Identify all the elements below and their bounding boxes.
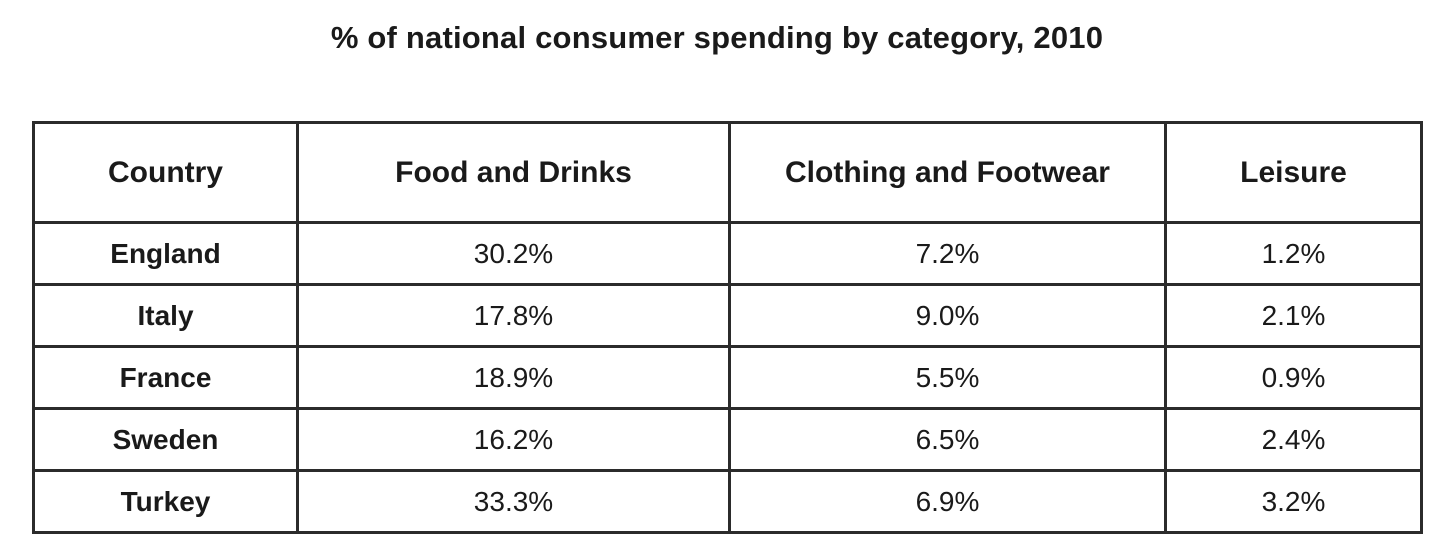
clothing-and-footwear-cell: 6.9% <box>728 469 1167 534</box>
food-and-drinks-cell: 33.3% <box>296 469 731 534</box>
country-cell: Turkey <box>32 469 299 534</box>
clothing-and-footwear-cell: 5.5% <box>728 345 1167 410</box>
table-row: Italy 17.8% 9.0% 2.1% <box>32 283 1423 348</box>
country-cell: Italy <box>32 283 299 348</box>
table-row: Turkey 33.3% 6.9% 3.2% <box>32 469 1423 534</box>
header-clothing-and-footwear: Clothing and Footwear <box>728 121 1167 224</box>
table-row: Sweden 16.2% 6.5% 2.4% <box>32 407 1423 472</box>
leisure-cell: 1.2% <box>1164 221 1423 286</box>
food-and-drinks-cell: 30.2% <box>296 221 731 286</box>
clothing-and-footwear-cell: 7.2% <box>728 221 1167 286</box>
leisure-cell: 2.1% <box>1164 283 1423 348</box>
header-leisure: Leisure <box>1164 121 1423 224</box>
food-and-drinks-cell: 16.2% <box>296 407 731 472</box>
country-cell: Sweden <box>32 407 299 472</box>
chart-title: % of national consumer spending by categ… <box>330 20 1104 55</box>
leisure-cell: 3.2% <box>1164 469 1423 534</box>
leisure-cell: 2.4% <box>1164 407 1423 472</box>
header-row: Country Food and Drinks Clothing and Foo… <box>32 121 1423 224</box>
clothing-and-footwear-cell: 9.0% <box>728 283 1167 348</box>
table-row: France 18.9% 5.5% 0.9% <box>32 345 1423 410</box>
leisure-cell: 0.9% <box>1164 345 1423 410</box>
country-cell: England <box>32 221 299 286</box>
table-row: England 30.2% 7.2% 1.2% <box>32 221 1423 286</box>
food-and-drinks-cell: 18.9% <box>296 345 731 410</box>
header-food-and-drinks: Food and Drinks <box>296 121 731 224</box>
header-country: Country <box>32 121 299 224</box>
clothing-and-footwear-cell: 6.5% <box>728 407 1167 472</box>
spending-table: Country Food and Drinks Clothing and Foo… <box>32 121 1423 534</box>
food-and-drinks-cell: 17.8% <box>296 283 731 348</box>
country-cell: France <box>32 345 299 410</box>
